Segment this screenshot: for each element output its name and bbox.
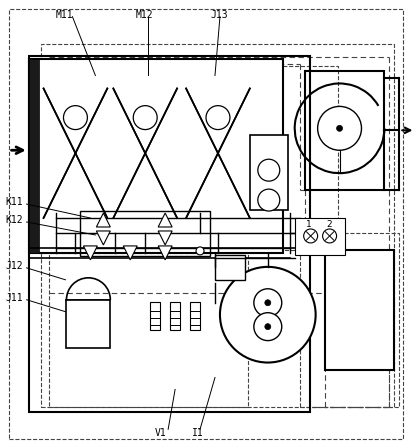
Circle shape	[206, 106, 230, 129]
Bar	[67, 300, 110, 348]
Bar	[49, 253, 248, 407]
Text: J11: J11	[6, 293, 23, 303]
Circle shape	[337, 125, 342, 131]
Circle shape	[220, 267, 316, 362]
Polygon shape	[97, 231, 110, 245]
Circle shape	[254, 289, 282, 317]
Polygon shape	[84, 246, 97, 260]
Bar	[250, 135, 288, 210]
Circle shape	[323, 229, 337, 243]
Circle shape	[196, 247, 204, 255]
Bar	[29, 59, 39, 253]
Bar	[80, 211, 210, 256]
Text: M12: M12	[135, 10, 153, 20]
Polygon shape	[123, 246, 137, 260]
Bar	[150, 302, 160, 330]
Bar	[215, 255, 245, 280]
Text: V1: V1	[155, 428, 167, 438]
Bar	[300, 233, 399, 407]
Bar	[49, 65, 337, 250]
Polygon shape	[158, 246, 172, 260]
Bar	[324, 250, 394, 370]
Bar	[29, 59, 283, 253]
Polygon shape	[158, 231, 172, 245]
Text: I1: I1	[192, 428, 204, 438]
Text: J13: J13	[210, 10, 228, 20]
Text: J12: J12	[6, 261, 23, 271]
Bar	[190, 302, 200, 330]
Text: K11: K11	[6, 197, 23, 207]
Text: M11: M11	[55, 10, 73, 20]
Circle shape	[258, 189, 280, 211]
Polygon shape	[97, 213, 110, 227]
Bar	[170, 302, 180, 330]
Circle shape	[133, 106, 157, 129]
Circle shape	[318, 106, 362, 150]
Circle shape	[258, 159, 280, 181]
Text: K12: K12	[6, 215, 23, 225]
Bar	[41, 43, 394, 407]
Text: 2: 2	[327, 220, 332, 228]
Polygon shape	[158, 213, 172, 227]
Circle shape	[304, 229, 318, 243]
Bar	[305, 70, 384, 190]
Circle shape	[254, 313, 282, 340]
Text: 1: 1	[306, 220, 312, 228]
Bar	[29, 56, 310, 412]
Circle shape	[64, 106, 87, 129]
Bar	[295, 218, 344, 255]
Circle shape	[265, 300, 271, 306]
Circle shape	[265, 323, 271, 330]
